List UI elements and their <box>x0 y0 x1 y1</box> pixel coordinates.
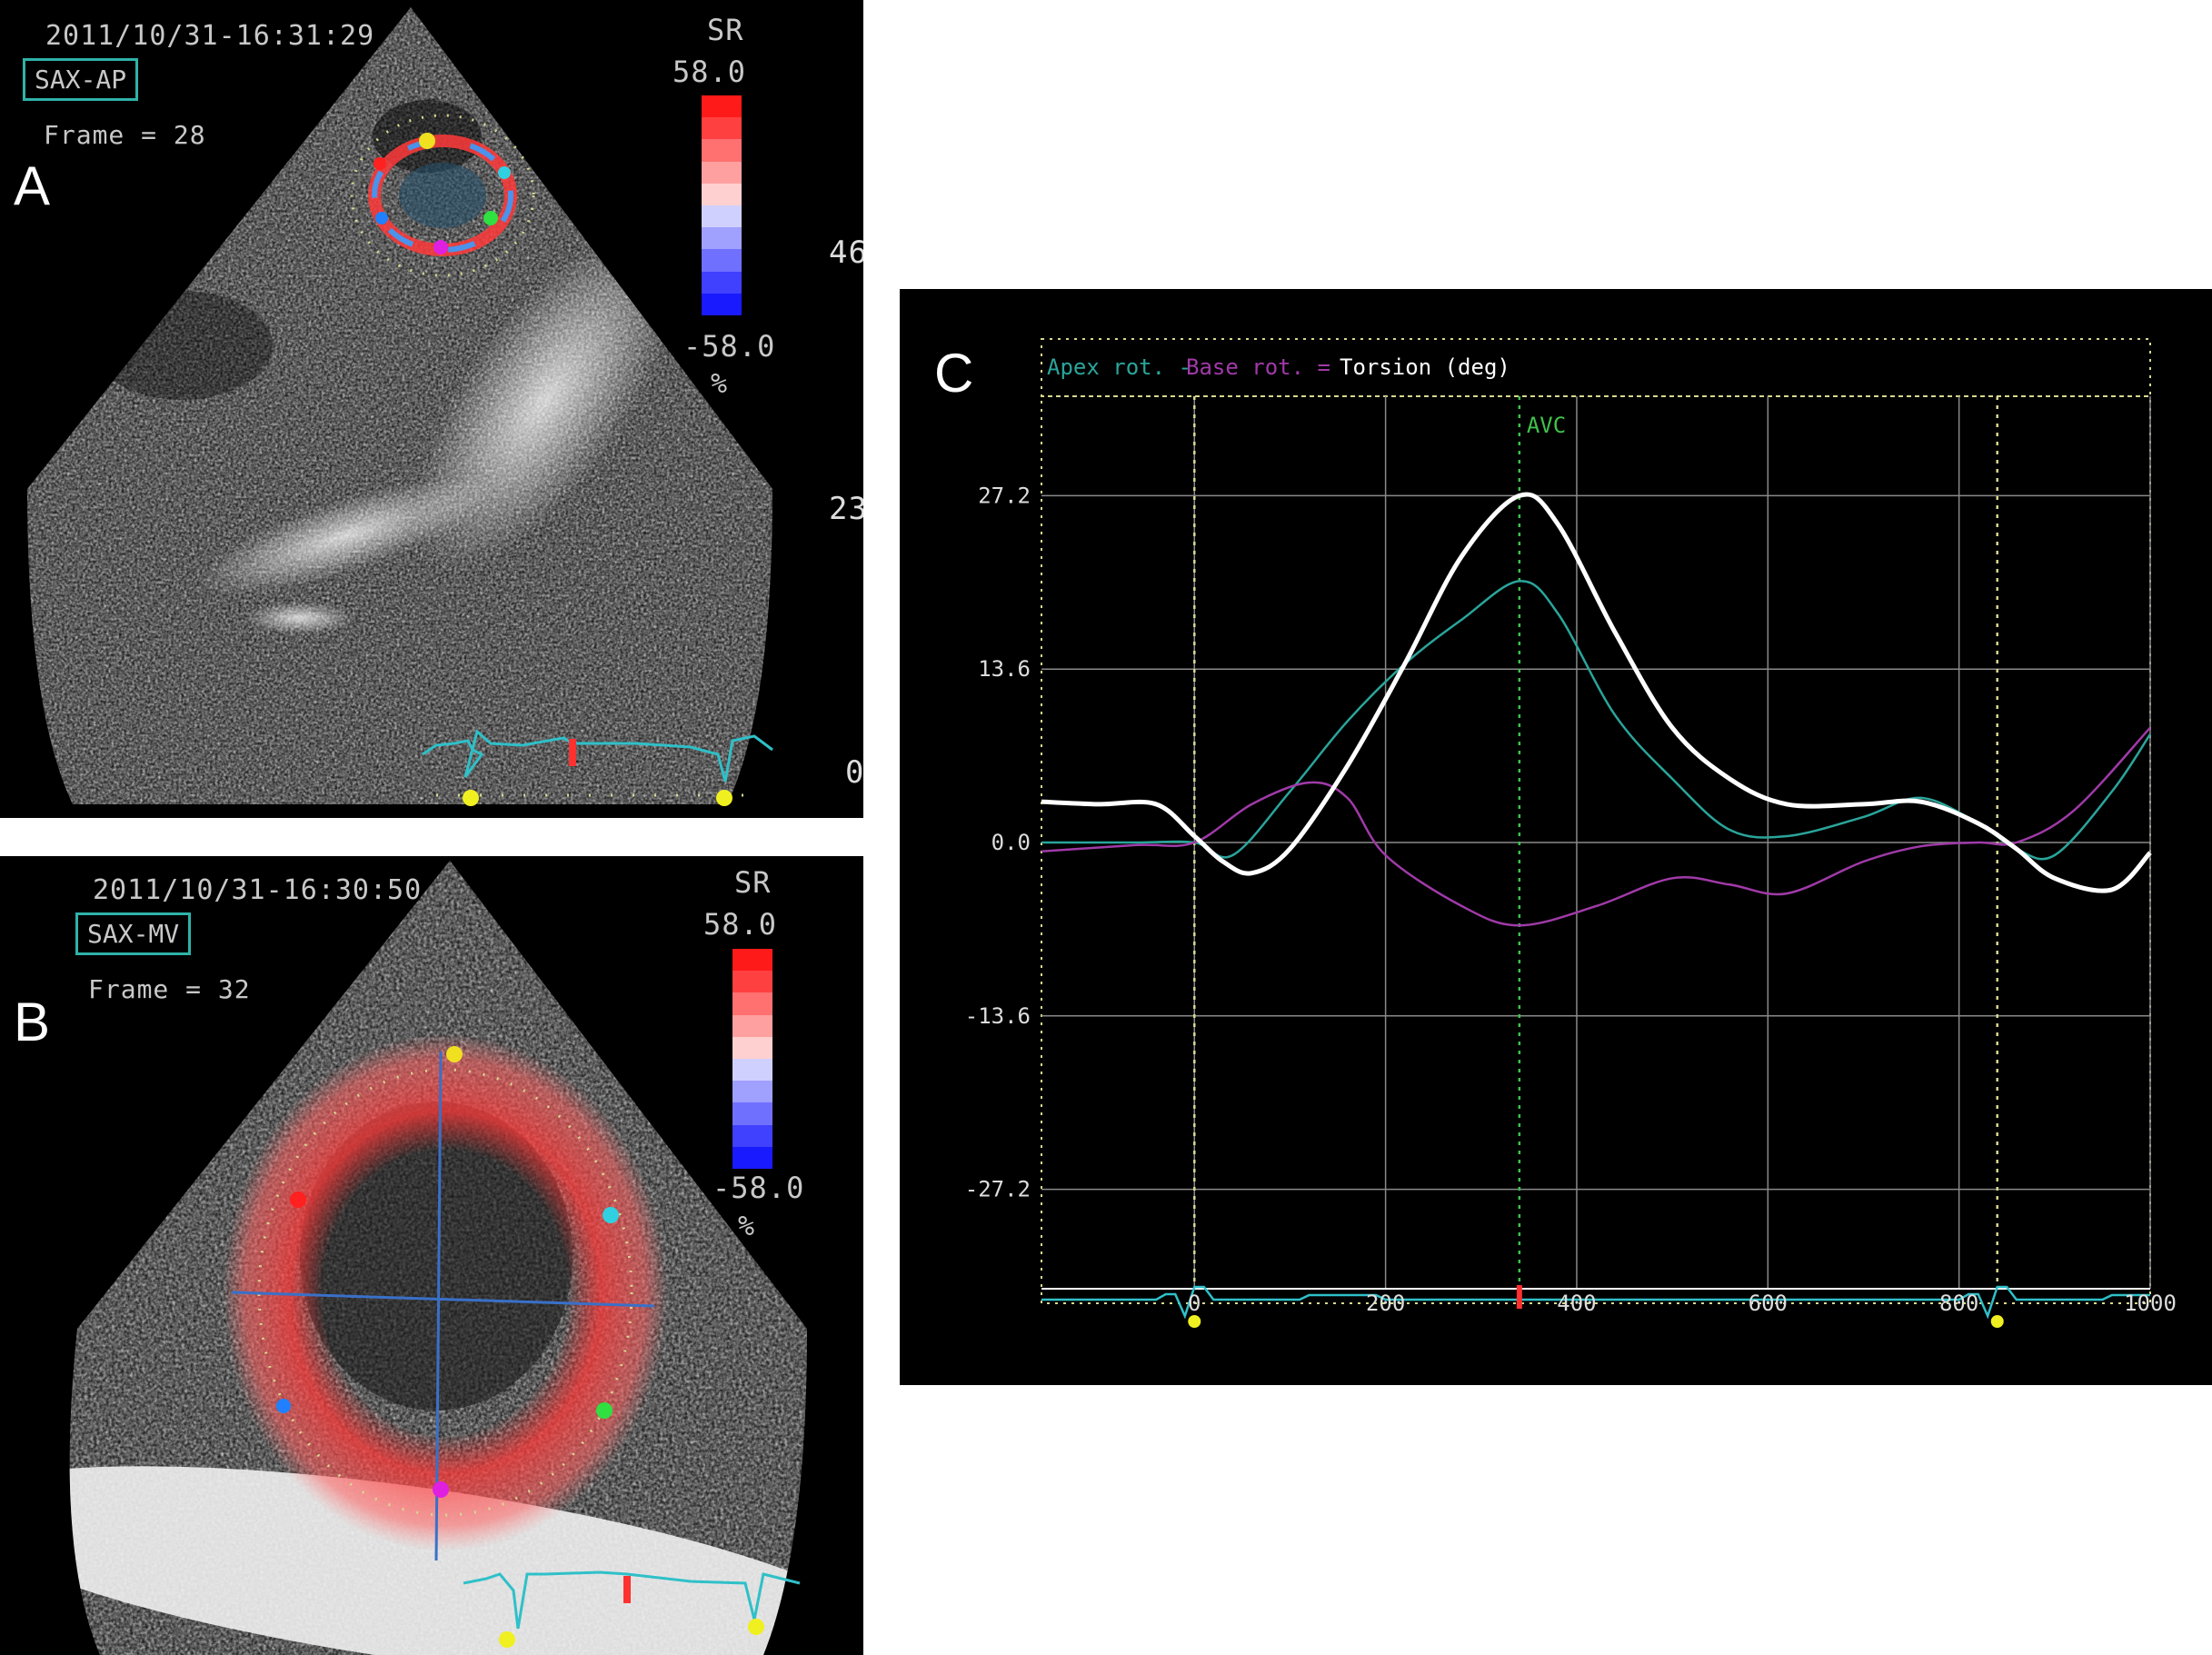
y-tick-label: 0.0 <box>991 830 1031 855</box>
scale-unit-a: % <box>711 368 729 400</box>
colorbar-b <box>732 949 772 1169</box>
scale-title-b: SR <box>734 865 772 900</box>
series-base-line <box>1041 726 2151 927</box>
y-tick-label: -13.6 <box>965 1003 1031 1029</box>
y-tick-label: 27.2 <box>978 483 1031 508</box>
scale-unit-b: % <box>738 1211 756 1242</box>
avc-annotation: AVC <box>1527 413 1566 438</box>
legend-torsion: Torsion (deg) <box>1340 354 1510 380</box>
panel-b: 2011/10/31-16:30:50 SAX-MV Frame = 32 B … <box>0 856 863 1655</box>
x-tick-label: 0 <box>1188 1291 1201 1316</box>
tracking-ring-b <box>223 1033 668 1551</box>
scale-title-a: SR <box>707 13 744 47</box>
panel-b-image <box>69 861 807 1655</box>
view-label-b: SAX-MV <box>75 912 192 955</box>
ecg-marker-a <box>569 739 576 766</box>
x-axis: 0 200 400 600 800 1000 <box>1188 1291 2177 1316</box>
panel-a: 2011/10/31-16:31:29 SAX-AP Frame = 28 A … <box>0 0 863 818</box>
panel-c: C Apex rot. - Base rot. = Torsion (deg) … <box>900 289 2212 1385</box>
scale-min-b: -58.0 <box>712 1171 805 1205</box>
depth-mark-46: 46 <box>829 234 863 271</box>
series-lines <box>1041 492 2152 927</box>
scale-max-a: 58.0 <box>673 55 747 89</box>
legend-base: Base rot. = <box>1186 354 1330 380</box>
x-tick-label: 400 <box>1557 1291 1596 1316</box>
x-tick-label: 800 <box>1939 1291 1978 1316</box>
timestamp-a: 2011/10/31-16:31:29 <box>45 20 375 52</box>
colorbar-a <box>702 95 742 315</box>
scale-max-b: 58.0 <box>703 907 778 942</box>
ecg-trace-c <box>1041 1285 2150 1320</box>
x-tick-label: 200 <box>1366 1291 1405 1316</box>
ecg-beat-dot-0 <box>1188 1315 1201 1328</box>
timestamp-b: 2011/10/31-16:30:50 <box>93 874 423 906</box>
depth-mark-0: 0 <box>845 754 863 791</box>
frame-label-a: Frame = 28 <box>44 120 206 150</box>
frame-label-b: Frame = 32 <box>88 974 251 1004</box>
series-torsion-line <box>1041 492 2152 893</box>
y-axis: 27.2 13.6 0.0 -13.6 -27.2 <box>965 483 1031 1201</box>
tracking-ring-a <box>350 114 535 277</box>
y-tick-label: -27.2 <box>965 1177 1031 1202</box>
legend-box <box>1041 338 2151 397</box>
panel-letter-c: C <box>934 343 974 404</box>
y-tick-label: 13.6 <box>978 656 1031 682</box>
panel-letter-a: A <box>14 155 51 216</box>
ecg-beat-dot-1 <box>1990 1315 2004 1328</box>
x-tick-label: 1000 <box>2124 1291 2177 1316</box>
ecg-trace-b <box>463 1570 801 1630</box>
ecg-marker-b <box>623 1576 631 1603</box>
x-tick-label: 600 <box>1749 1291 1788 1316</box>
panel-letter-b: B <box>14 992 51 1052</box>
view-label-a: SAX-AP <box>23 58 139 101</box>
ecg-marker-c <box>1516 1285 1522 1309</box>
panel-a-image <box>27 7 773 806</box>
legend-apex: Apex rot. - <box>1047 354 1191 380</box>
scale-min-a: -58.0 <box>683 329 776 364</box>
torsion-chart: Apex rot. - Base rot. = Torsion (deg) 27… <box>965 338 2177 1328</box>
depth-mark-23: 23 <box>829 491 863 527</box>
ecg-trace-a <box>422 729 773 783</box>
series-apex-line <box>1041 580 2152 861</box>
